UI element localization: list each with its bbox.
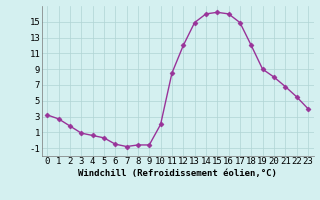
- X-axis label: Windchill (Refroidissement éolien,°C): Windchill (Refroidissement éolien,°C): [78, 169, 277, 178]
